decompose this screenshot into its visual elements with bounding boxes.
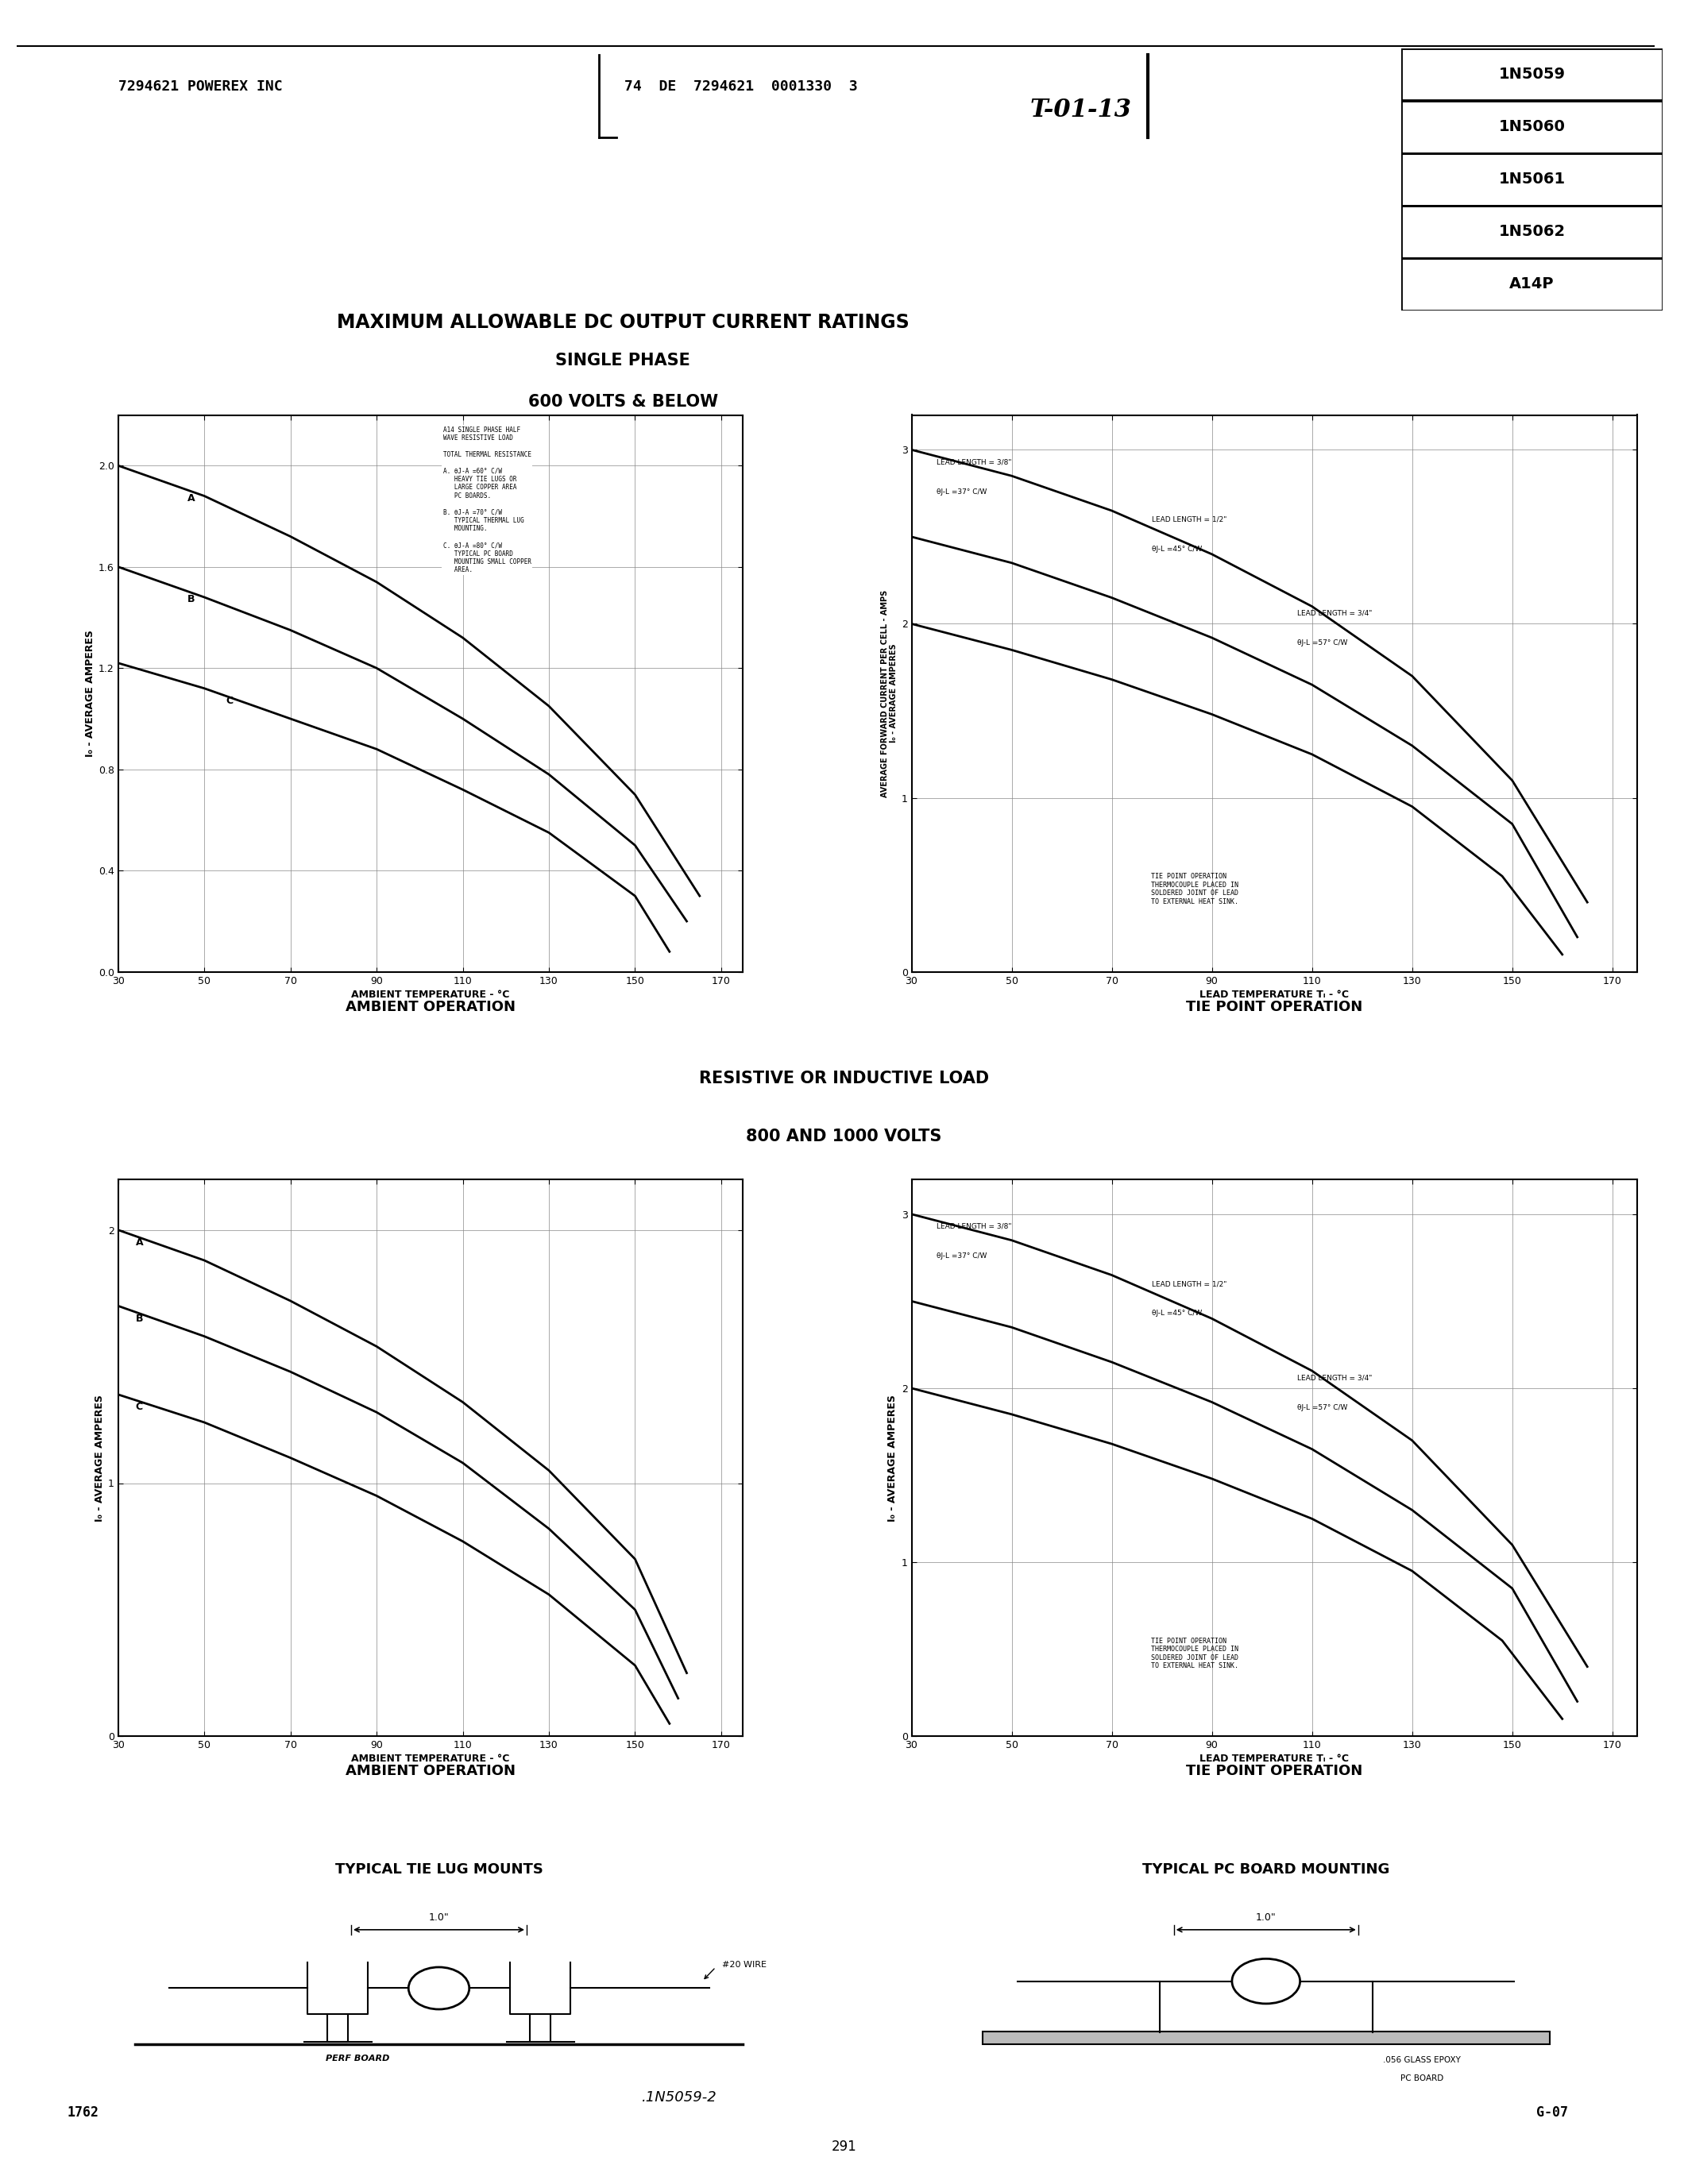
- Text: A14 SINGLE PHASE HALF
WAVE RESISTIVE LOAD
 
TOTAL THERMAL RESISTANCE
 
A. θJ-A =: A14 SINGLE PHASE HALF WAVE RESISTIVE LOA…: [442, 426, 532, 574]
- Text: θJ-L =45° C/W: θJ-L =45° C/W: [1151, 1310, 1202, 1317]
- Text: LEAD LENGTH = 1/2": LEAD LENGTH = 1/2": [1151, 515, 1227, 522]
- Text: LEAD LENGTH = 3/8": LEAD LENGTH = 3/8": [937, 1223, 1011, 1230]
- Text: 7294621 POWEREX INC: 7294621 POWEREX INC: [118, 81, 282, 94]
- Y-axis label: I₀ - AVERAGE AMPERES: I₀ - AVERAGE AMPERES: [84, 629, 95, 758]
- Text: A: A: [187, 494, 194, 505]
- Bar: [982, 2031, 1550, 2044]
- Text: TIE POINT OPERATION
THERMOCOUPLE PLACED IN
SOLDERED JOINT OF LEAD
TO EXTERNAL HE: TIE POINT OPERATION THERMOCOUPLE PLACED …: [1151, 1638, 1239, 1669]
- Text: θJ-L =37° C/W: θJ-L =37° C/W: [937, 487, 987, 496]
- Text: 1N5062: 1N5062: [1499, 225, 1565, 238]
- Text: G-07: G-07: [1536, 2105, 1568, 2118]
- Text: 74  DE  7294621  0001330  3: 74 DE 7294621 0001330 3: [625, 81, 858, 94]
- Text: AMBIENT OPERATION: AMBIENT OPERATION: [346, 1000, 515, 1013]
- Text: 1N5060: 1N5060: [1499, 120, 1565, 133]
- Y-axis label: I₀ - AVERAGE AMPERES: I₀ - AVERAGE AMPERES: [888, 1393, 898, 1522]
- Y-axis label: AVERAGE FORWARD CURRENT PER CELL - AMPS
I₀ - AVERAGE AMPERES: AVERAGE FORWARD CURRENT PER CELL - AMPS …: [881, 590, 898, 797]
- Text: LEAD LENGTH = 3/8": LEAD LENGTH = 3/8": [937, 459, 1011, 465]
- Text: TIE POINT OPERATION: TIE POINT OPERATION: [1187, 1765, 1362, 1778]
- Text: C: C: [135, 1402, 143, 1413]
- Text: LEAD LENGTH = 3/4": LEAD LENGTH = 3/4": [1296, 1374, 1372, 1382]
- Text: 1N5061: 1N5061: [1499, 173, 1565, 186]
- X-axis label: AMBIENT TEMPERATURE - °C: AMBIENT TEMPERATURE - °C: [351, 1754, 510, 1765]
- Bar: [1401, 258, 1663, 310]
- Text: .1N5059-2: .1N5059-2: [641, 2090, 717, 2103]
- Text: A14P: A14P: [1509, 277, 1555, 290]
- Bar: [1401, 100, 1663, 153]
- Text: PC BOARD: PC BOARD: [1401, 2075, 1443, 2084]
- Text: LEAD LENGTH = 1/2": LEAD LENGTH = 1/2": [1151, 1280, 1227, 1286]
- Text: TYPICAL PC BOARD MOUNTING: TYPICAL PC BOARD MOUNTING: [1143, 1863, 1389, 1876]
- X-axis label: AMBIENT TEMPERATURE - °C: AMBIENT TEMPERATURE - °C: [351, 989, 510, 1000]
- Text: θJ-L =57° C/W: θJ-L =57° C/W: [1296, 1404, 1347, 1411]
- Text: B: B: [187, 594, 194, 605]
- Bar: [1401, 205, 1663, 258]
- Text: AMBIENT OPERATION: AMBIENT OPERATION: [346, 1765, 515, 1778]
- Text: 1N5059: 1N5059: [1499, 68, 1565, 81]
- Text: TIE POINT OPERATION
THERMOCOUPLE PLACED IN
SOLDERED JOINT OF LEAD
TO EXTERNAL HE: TIE POINT OPERATION THERMOCOUPLE PLACED …: [1151, 874, 1239, 904]
- Text: C: C: [226, 695, 233, 705]
- Text: T-01-13: T-01-13: [1030, 98, 1131, 122]
- Text: TYPICAL TIE LUG MOUNTS: TYPICAL TIE LUG MOUNTS: [334, 1863, 544, 1876]
- Text: RESISTIVE OR INDUCTIVE LOAD: RESISTIVE OR INDUCTIVE LOAD: [699, 1070, 989, 1088]
- Text: θJ-L =57° C/W: θJ-L =57° C/W: [1296, 640, 1347, 646]
- Text: θJ-L =45° C/W: θJ-L =45° C/W: [1151, 546, 1202, 553]
- Text: A: A: [135, 1236, 143, 1247]
- Text: #20 WIRE: #20 WIRE: [722, 1961, 766, 1968]
- Text: PERF BOARD: PERF BOARD: [326, 2055, 390, 2062]
- Text: MAXIMUM ALLOWABLE DC OUTPUT CURRENT RATINGS: MAXIMUM ALLOWABLE DC OUTPUT CURRENT RATI…: [336, 312, 910, 332]
- Text: 600 VOLTS & BELOW: 600 VOLTS & BELOW: [528, 393, 717, 411]
- Text: 1.0": 1.0": [429, 1913, 449, 1922]
- X-axis label: LEAD TEMPERATURE Tₗ - °C: LEAD TEMPERATURE Tₗ - °C: [1200, 989, 1349, 1000]
- Text: 800 AND 1000 VOLTS: 800 AND 1000 VOLTS: [746, 1129, 942, 1144]
- Text: SINGLE PHASE: SINGLE PHASE: [555, 352, 690, 369]
- Text: B: B: [135, 1313, 143, 1324]
- X-axis label: LEAD TEMPERATURE Tₗ - °C: LEAD TEMPERATURE Tₗ - °C: [1200, 1754, 1349, 1765]
- Text: .056 GLASS EPOXY: .056 GLASS EPOXY: [1382, 2055, 1460, 2064]
- Bar: [1401, 153, 1663, 205]
- Text: 1762: 1762: [68, 2105, 100, 2118]
- Text: LEAD LENGTH = 3/4": LEAD LENGTH = 3/4": [1296, 609, 1372, 618]
- Text: 1.0": 1.0": [1256, 1913, 1276, 1922]
- Bar: [1401, 48, 1663, 100]
- Text: θJ-L =37° C/W: θJ-L =37° C/W: [937, 1251, 987, 1260]
- Y-axis label: I₀ - AVERAGE AMPERES: I₀ - AVERAGE AMPERES: [95, 1393, 105, 1522]
- Text: TIE POINT OPERATION: TIE POINT OPERATION: [1187, 1000, 1362, 1013]
- Text: 291: 291: [832, 2140, 856, 2153]
